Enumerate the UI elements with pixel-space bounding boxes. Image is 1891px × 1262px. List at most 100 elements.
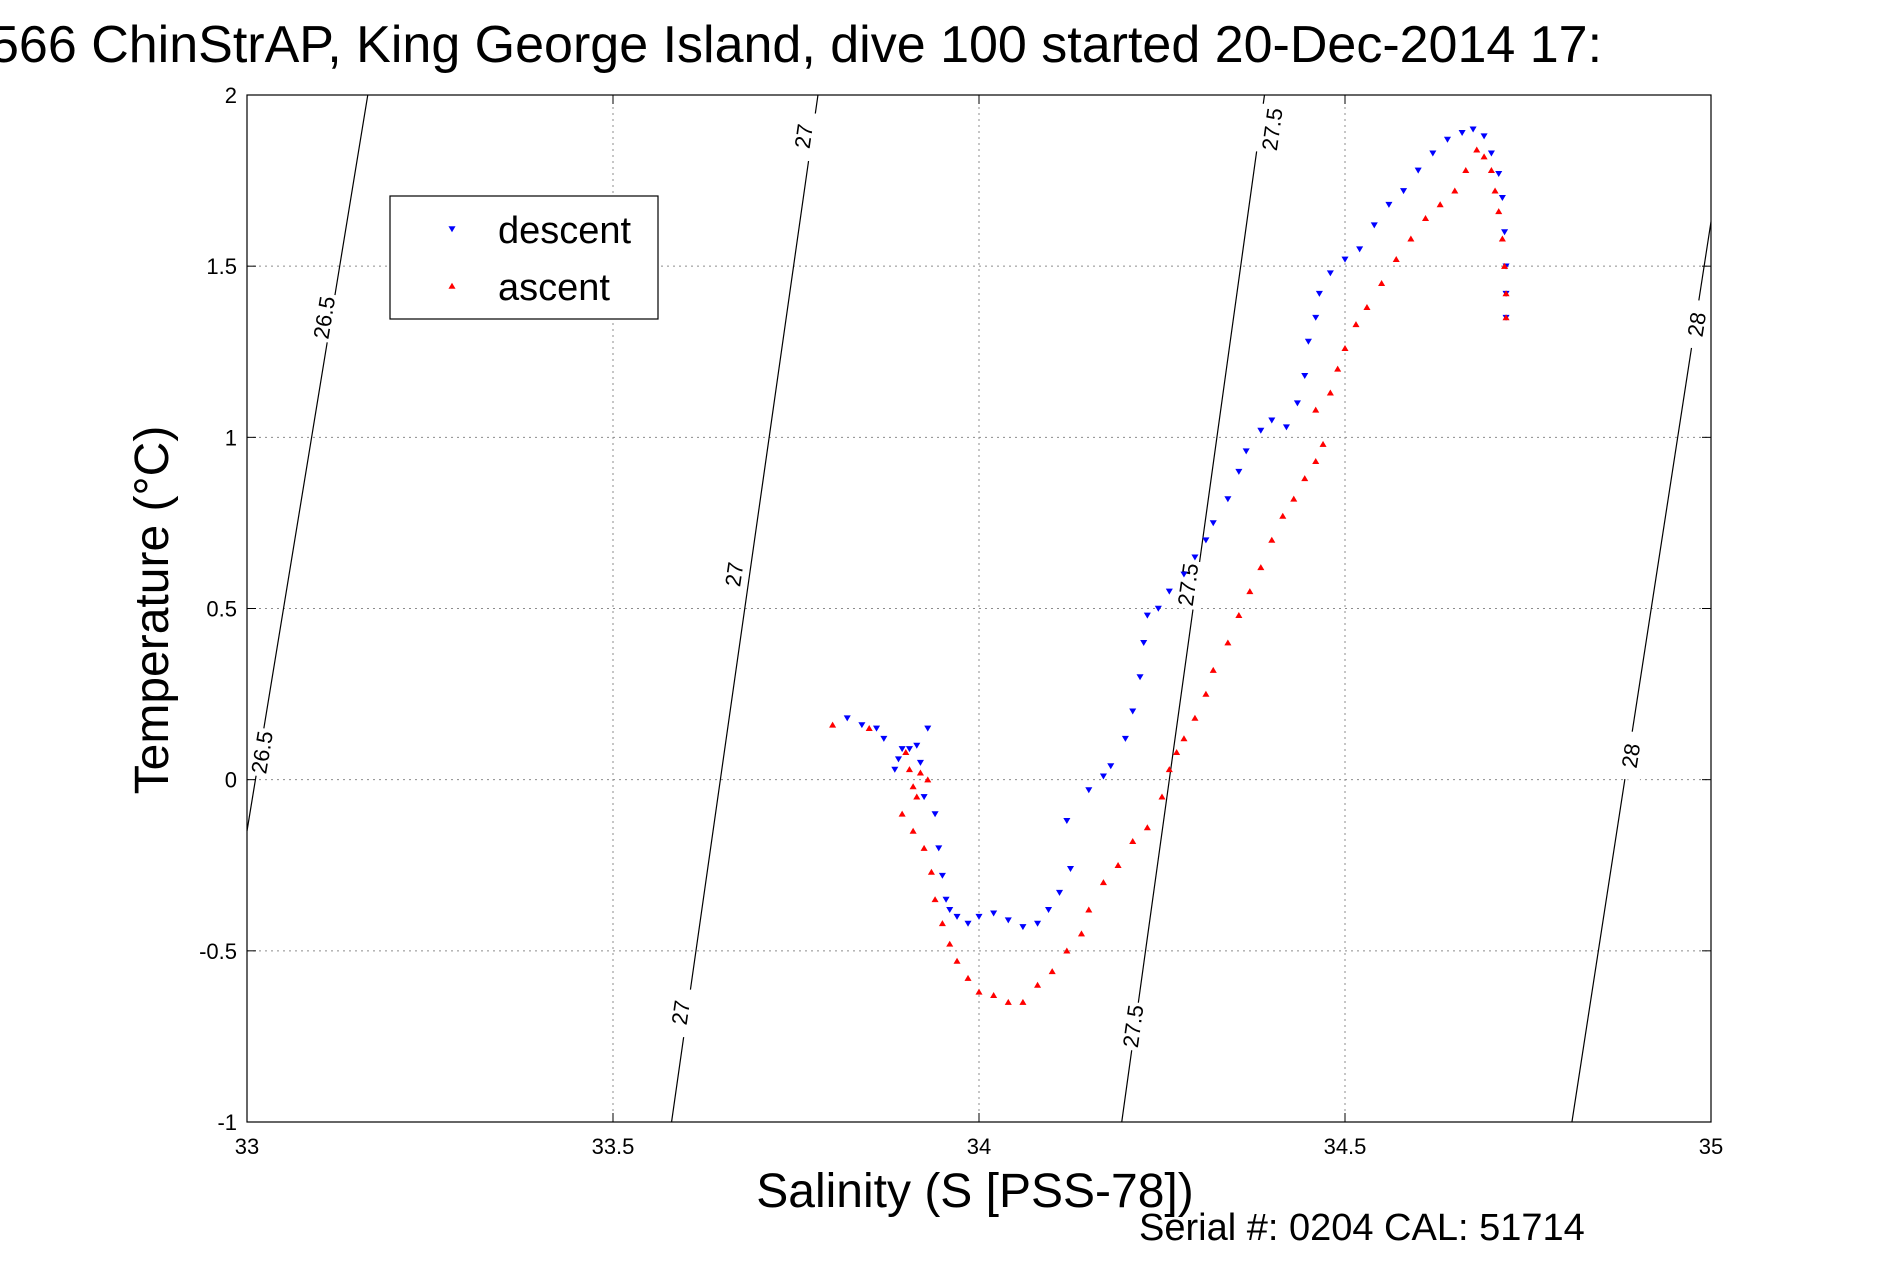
ascent-point xyxy=(931,896,939,903)
ascent-point xyxy=(938,920,946,927)
serial-cal-footer: Serial #: 0204 CAL: 51714 xyxy=(1139,1207,1585,1249)
legend-box xyxy=(389,195,659,320)
descent-point xyxy=(1282,424,1290,431)
ascent-point xyxy=(946,940,954,947)
descent-point xyxy=(1180,571,1188,578)
ascent-point xyxy=(1501,262,1509,269)
ascent-point xyxy=(913,793,921,800)
ascent-point xyxy=(1143,824,1151,831)
ascent-point xyxy=(1019,998,1027,1005)
contour-label-bg xyxy=(717,548,751,600)
descent-point xyxy=(975,913,983,920)
descent-point xyxy=(1129,708,1137,715)
descent-point xyxy=(913,742,921,749)
descent-point xyxy=(1209,520,1217,527)
descent-point xyxy=(938,872,946,879)
descent-point xyxy=(1140,640,1148,647)
ascent-point xyxy=(1268,536,1276,543)
ascent-point xyxy=(1495,208,1503,215)
descent-point xyxy=(1004,917,1012,924)
contour-label-bg xyxy=(1613,729,1647,782)
ascent-point xyxy=(1063,947,1071,954)
ascent-point xyxy=(1209,666,1217,673)
ascent-point xyxy=(924,776,932,783)
contour-label: 27.5 xyxy=(1173,562,1204,608)
ascent-point xyxy=(1279,512,1287,519)
y-tick-label: 0.5 xyxy=(206,597,237,622)
descent-point xyxy=(894,756,903,763)
legend-label-descent: descent xyxy=(498,210,632,252)
ascent-point xyxy=(1246,588,1254,595)
y-axis-label: Temperature (°C) xyxy=(126,426,179,795)
ascent-point xyxy=(1077,930,1086,937)
ascent-point xyxy=(927,868,935,875)
ascent-point xyxy=(1462,167,1470,174)
y-tick-label: -0.5 xyxy=(199,939,237,964)
ascent-point xyxy=(1191,714,1199,721)
ascent-point xyxy=(1480,153,1488,160)
descent-point xyxy=(891,766,899,773)
contour-label: 27 xyxy=(667,999,695,1027)
ascent-point xyxy=(1421,214,1430,221)
y-tick-label: 1 xyxy=(225,425,237,450)
ascent-point xyxy=(1312,458,1320,464)
descent-point xyxy=(1469,126,1477,133)
ascent-point xyxy=(1048,968,1056,975)
ascent-point xyxy=(1202,690,1210,697)
ascent-point xyxy=(865,725,873,732)
descent-point xyxy=(1121,735,1129,742)
ascent-point xyxy=(990,992,998,999)
ascent-point xyxy=(1352,321,1360,328)
contour-label: 27.5 xyxy=(1257,106,1288,152)
axis-ticks: 33 33.5 34 34.5 35 -1 -0.5 0 0.5 1 1.5 2 xyxy=(199,83,1723,1159)
descent-point xyxy=(1242,448,1250,455)
ascent-point xyxy=(1312,406,1320,413)
descent-point xyxy=(1224,496,1232,503)
y-tick-label: 0 xyxy=(225,768,237,793)
ascent-point xyxy=(905,766,913,773)
descent-point xyxy=(1257,427,1265,434)
ascent-point xyxy=(1407,235,1415,242)
ascent-point xyxy=(975,988,983,995)
descent-point xyxy=(1191,554,1199,561)
ascent-point xyxy=(1034,981,1042,988)
ascent-point xyxy=(1392,256,1400,263)
ascent-point xyxy=(1319,440,1327,447)
x-tick-label: 33 xyxy=(235,1134,259,1159)
descent-point xyxy=(1045,907,1053,914)
descent-point xyxy=(1099,773,1107,780)
descent-point xyxy=(1326,270,1334,277)
y-tick-label: -1 xyxy=(217,1110,237,1135)
contour-label-bg xyxy=(664,986,697,1039)
descent-point xyxy=(1165,588,1173,595)
x-tick-label: 35 xyxy=(1699,1134,1723,1159)
descent-point xyxy=(843,715,851,722)
ascent-point xyxy=(1235,612,1243,619)
ascent-point xyxy=(1301,475,1309,482)
descent-point xyxy=(924,725,932,732)
ascent-point xyxy=(1363,303,1371,310)
contour-label: 26.5 xyxy=(246,729,278,775)
ascent-point xyxy=(1129,837,1137,844)
descent-point xyxy=(964,920,972,927)
grid xyxy=(247,95,1711,1122)
ascent-point xyxy=(1502,314,1510,321)
ascent-point xyxy=(1165,766,1173,773)
descent-point xyxy=(1400,188,1408,195)
contour-label-bg xyxy=(244,726,279,779)
descent-point xyxy=(1498,195,1506,201)
ascent-point xyxy=(902,748,910,755)
chart-title: 566 ChinStrAP, King George Island, dive … xyxy=(0,16,1602,74)
descent-point xyxy=(1202,537,1210,544)
ascent-point xyxy=(1085,906,1093,913)
ascent-point xyxy=(898,810,906,817)
descent-point xyxy=(1143,612,1151,619)
contour-label-bg xyxy=(1679,298,1713,351)
ascent-point xyxy=(1290,495,1298,502)
contour-label-bg xyxy=(1171,558,1204,611)
descent-point xyxy=(1312,314,1320,321)
descent-point xyxy=(1019,924,1027,931)
contour-label-bg xyxy=(1116,1000,1149,1052)
ascent-point xyxy=(920,844,928,851)
